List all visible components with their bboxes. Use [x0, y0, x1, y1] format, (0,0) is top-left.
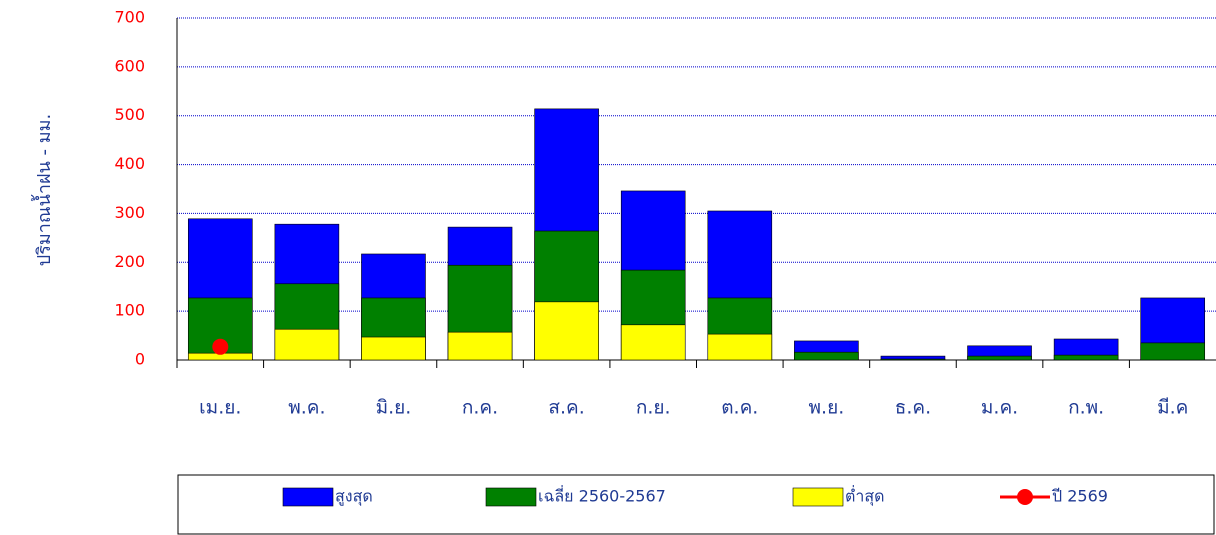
y-tick-label: 200: [114, 252, 145, 271]
y-tick-label: 0: [135, 350, 145, 369]
legend-label: เฉลี่ย 2560-2567: [538, 485, 666, 506]
legend-swatch: [485, 487, 537, 507]
x-tick-label: พ.ย.: [809, 397, 845, 419]
bar: [620, 324, 686, 361]
y-axis-label: ปริมาณน้ำฝน - มม.: [31, 114, 55, 266]
x-tick-label: มิ.ย.: [376, 397, 412, 419]
legend-swatch: [792, 487, 844, 507]
legend-label: ปี 2569: [1052, 487, 1108, 506]
x-tick-label: ต.ค.: [721, 397, 758, 419]
x-tick-label: มี.ค: [1157, 397, 1188, 419]
bar: [361, 336, 426, 361]
x-tick-label: ธ.ค.: [895, 397, 931, 419]
bar: [707, 333, 773, 361]
x-tick-label: ก.ย.: [636, 397, 671, 419]
bar: [967, 355, 1032, 361]
bar: [794, 351, 859, 361]
legend-swatch: [1017, 489, 1033, 505]
y-tick-label: 700: [114, 8, 145, 27]
legend-box: [177, 474, 1215, 535]
x-tick-label: ม.ค.: [981, 397, 1018, 419]
legend-label: ต่ำสุด: [845, 485, 885, 507]
x-tick-label: ส.ค.: [548, 397, 584, 419]
x-tick-label: ก.ค.: [462, 397, 498, 419]
y-tick-label: 500: [114, 105, 145, 124]
y-tick-label: 100: [114, 301, 145, 320]
x-tick-label: ก.พ.: [1068, 397, 1104, 419]
y-tick-label: 600: [114, 56, 145, 75]
x-tick-label: พ.ค.: [288, 397, 325, 419]
line-marker: [212, 338, 229, 355]
bar: [880, 358, 946, 361]
bar: [447, 331, 513, 361]
bar: [534, 301, 599, 361]
legend-swatch: [282, 487, 334, 507]
bar: [1053, 354, 1119, 361]
y-tick-label: 400: [114, 154, 145, 173]
x-tick-label: เม.ย.: [199, 397, 241, 419]
bar: [1140, 342, 1206, 361]
legend-label: สูงสุด: [335, 487, 373, 507]
y-tick-label: 300: [114, 203, 145, 222]
bar: [274, 328, 340, 361]
